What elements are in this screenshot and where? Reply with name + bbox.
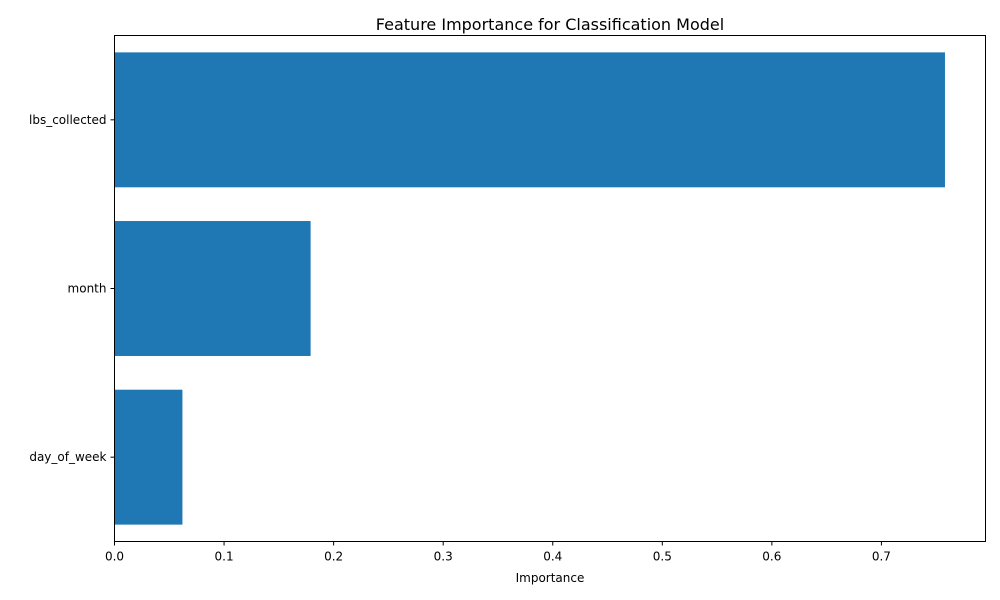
y-tick-label: day_of_week: [29, 450, 106, 464]
x-axis-label: Importance: [516, 571, 585, 585]
plot-frame: [114, 35, 986, 542]
x-tick-label: 0.2: [324, 550, 343, 564]
x-tick-label: 0.1: [215, 550, 234, 564]
x-tick-label: 0.3: [434, 550, 453, 564]
x-tick-label: 0.5: [653, 550, 672, 564]
bars-group: [114, 52, 945, 525]
bar-lbs_collected: [114, 52, 945, 188]
bar-day_of_week: [114, 389, 183, 525]
x-tick-label: 0.0: [105, 550, 124, 564]
chart-title: Feature Importance for Classification Mo…: [376, 15, 724, 34]
x-axis-ticks: 0.0 0.1 0.2 0.3 0.4 0.5 0.6 0.7: [105, 541, 891, 564]
x-tick-label: 0.6: [762, 550, 781, 564]
y-tick-label: month: [68, 282, 107, 296]
bar-month: [114, 221, 311, 356]
y-tick-label: lbs_collected: [29, 113, 107, 127]
x-tick-label: 0.4: [543, 550, 562, 564]
x-tick-label: 0.7: [872, 550, 891, 564]
